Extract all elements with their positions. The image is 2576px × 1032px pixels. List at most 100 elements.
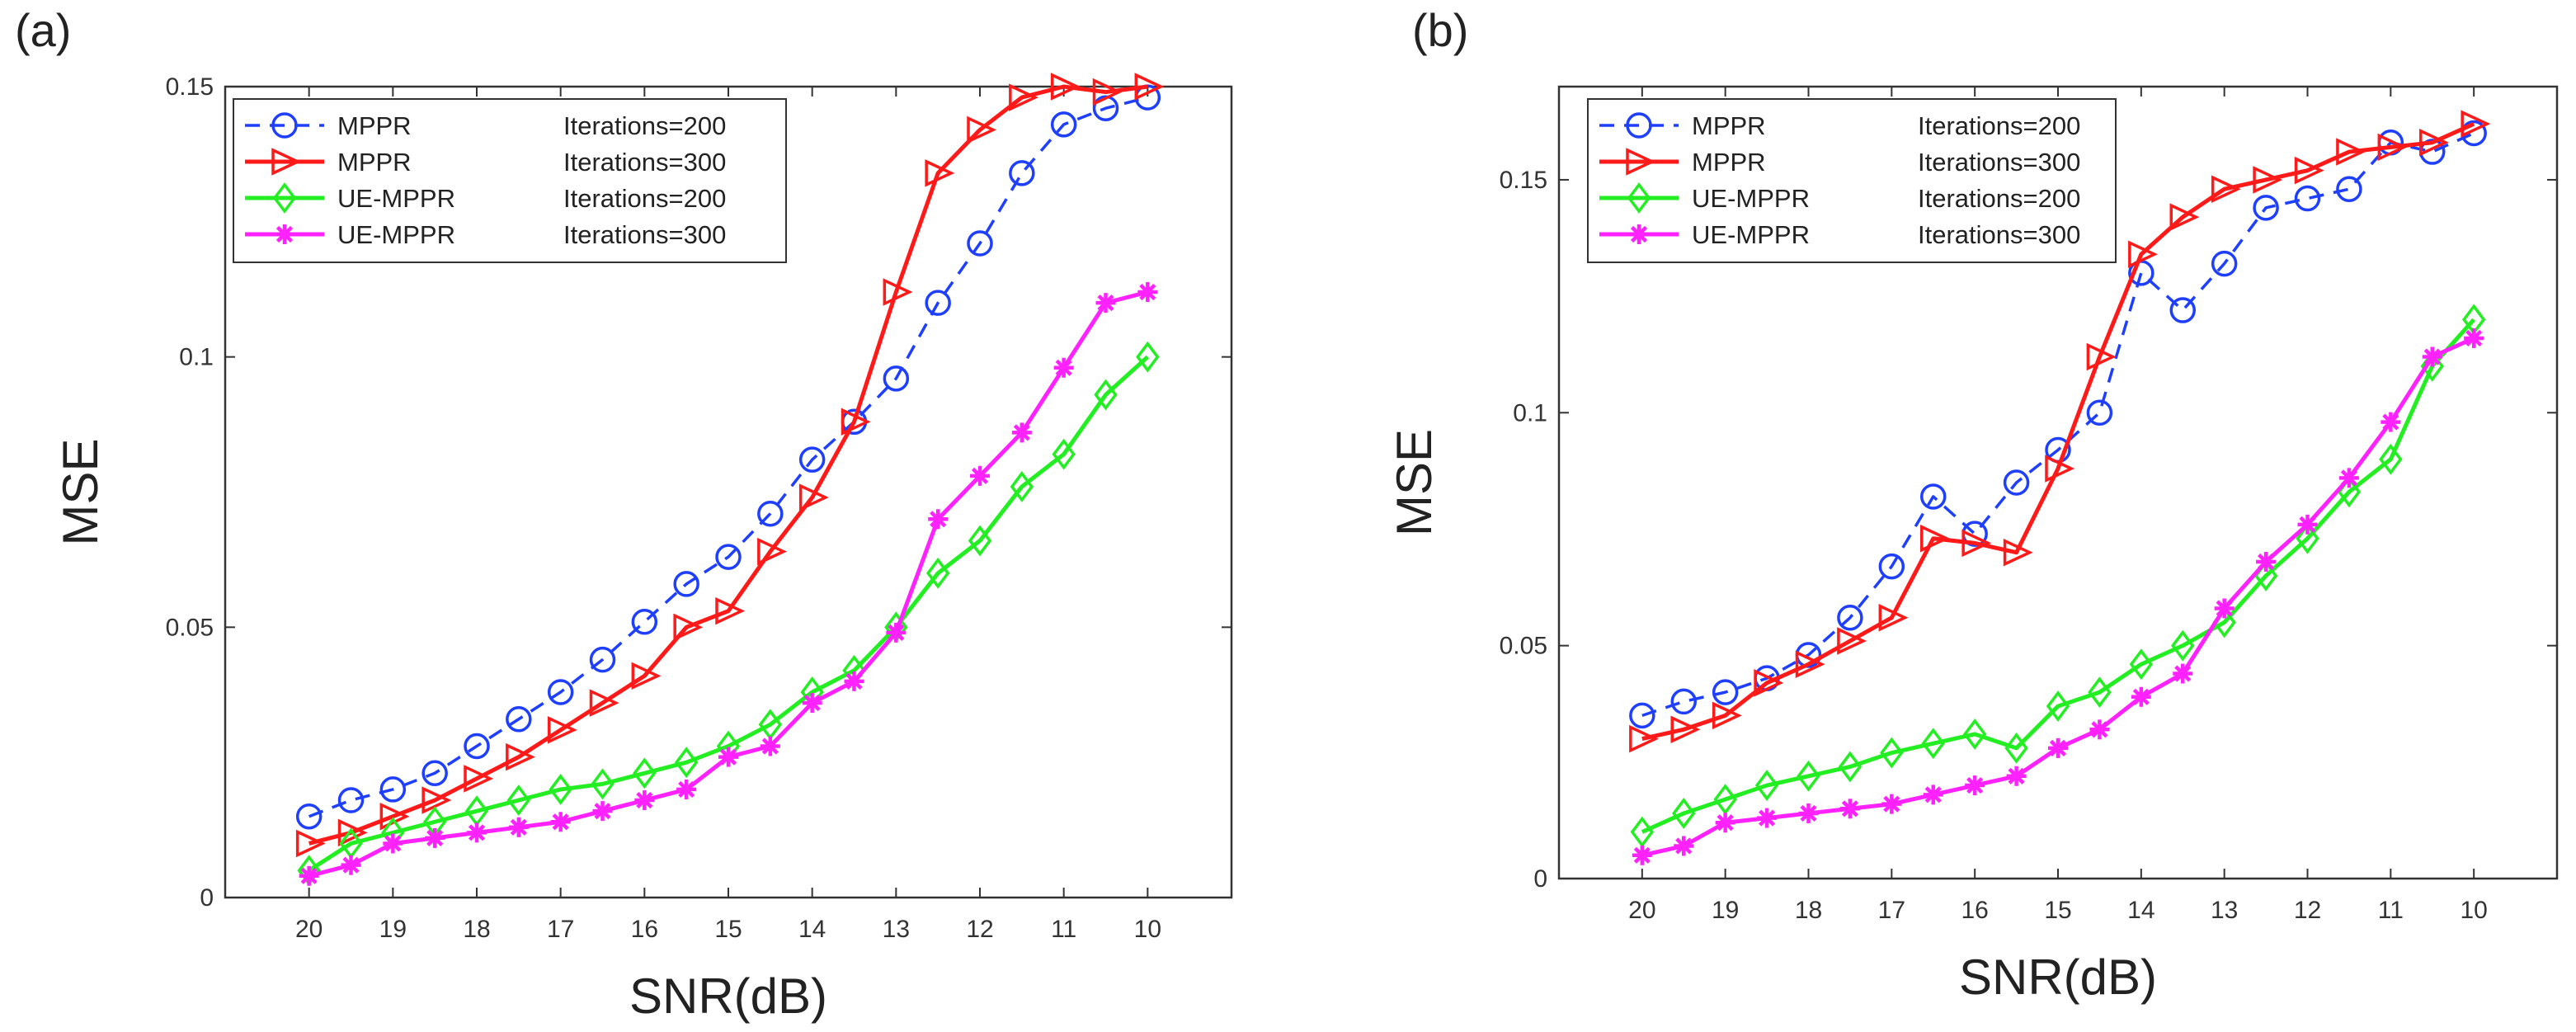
data-point xyxy=(1053,357,1074,378)
data-point xyxy=(337,818,368,847)
legend-iterations-label: Iterations=200 xyxy=(1918,184,2080,213)
legend-marker xyxy=(271,148,302,176)
data-point xyxy=(1094,379,1118,411)
legend-iterations-label: Iterations=300 xyxy=(563,220,726,249)
data-point xyxy=(2089,719,2110,740)
data-point xyxy=(802,693,822,714)
data-point xyxy=(967,115,997,144)
star-marker-stroke xyxy=(636,791,653,809)
data-point xyxy=(1754,669,1784,697)
data-point xyxy=(1798,803,1819,823)
star-marker-stroke xyxy=(2423,348,2441,365)
x-tick-label: 17 xyxy=(547,916,574,943)
data-point xyxy=(2086,399,2113,426)
legend-marker xyxy=(1626,148,1656,176)
star-marker-stroke xyxy=(1055,359,1072,376)
y-tick-label: 0.1 xyxy=(179,344,214,371)
data-point xyxy=(467,822,487,843)
data-point xyxy=(1837,605,1863,631)
x-tick-label: 11 xyxy=(1051,916,1076,943)
data-point xyxy=(673,613,704,642)
data-point xyxy=(2461,110,2491,138)
star-marker-stroke xyxy=(971,467,989,484)
data-point xyxy=(757,500,784,527)
data-point xyxy=(1878,604,1909,632)
data-point xyxy=(295,803,323,830)
data-point xyxy=(589,646,616,673)
star-marker-stroke xyxy=(1759,809,1776,827)
star-marker-stroke xyxy=(1717,814,1734,832)
series-line xyxy=(1641,121,2475,742)
data-point xyxy=(674,747,699,779)
star-marker-stroke xyxy=(552,813,569,831)
data-point xyxy=(2211,250,2238,277)
data-point xyxy=(1670,688,1697,715)
data-point xyxy=(2214,598,2235,619)
data-point xyxy=(1011,422,1032,443)
series-ue-mppr-iterations-300 xyxy=(299,282,1158,886)
star-marker-stroke xyxy=(1966,776,1984,794)
data-point xyxy=(883,278,913,306)
x-tick-label: 17 xyxy=(1878,897,1905,924)
data-point xyxy=(798,446,826,473)
data-point xyxy=(1965,775,1985,796)
data-point xyxy=(1095,293,1116,313)
x-tick-label: 14 xyxy=(2127,897,2155,924)
series-line xyxy=(1641,318,2476,834)
legend-entry: UE-MPPR Iterations=200 xyxy=(1599,182,2080,214)
legend-iterations-label: Iterations=200 xyxy=(1918,111,2080,140)
legend-method-label: MPPR xyxy=(1692,148,1766,177)
data-point xyxy=(2004,732,2028,764)
star-marker-stroke xyxy=(719,748,737,766)
y-axis-title: MSE xyxy=(53,438,108,545)
x-axis-title: SNR(dB) xyxy=(1959,950,2157,1005)
star-marker-stroke xyxy=(468,824,486,841)
legend-marker xyxy=(272,182,297,214)
data-point xyxy=(633,757,657,789)
data-point xyxy=(1838,751,1863,783)
data-point xyxy=(2086,342,2117,371)
star-marker-stroke xyxy=(384,835,402,852)
data-point xyxy=(299,865,319,886)
data-point xyxy=(591,768,615,800)
series-line xyxy=(1641,131,2475,718)
data-point xyxy=(1052,438,1076,470)
series-mppr-iterations-300 xyxy=(1629,110,2491,753)
x-tick-label: 15 xyxy=(2044,897,2071,924)
legend-iterations-label: Iterations=300 xyxy=(563,148,726,177)
star-marker-stroke xyxy=(888,624,905,641)
data-point xyxy=(1632,845,1652,865)
data-point xyxy=(1920,525,1950,553)
x-tick-label: 19 xyxy=(1712,897,1739,924)
legend-iterations-label: Iterations=200 xyxy=(563,111,726,140)
series-line xyxy=(308,84,1148,846)
data-point xyxy=(549,774,572,805)
data-point xyxy=(1923,785,1943,805)
data-point xyxy=(506,742,535,771)
panel-b-label: (b) xyxy=(1412,4,1469,56)
data-point xyxy=(2045,455,2075,483)
legend-marker xyxy=(275,224,294,244)
star-marker-stroke xyxy=(1630,225,1648,243)
y-tick-label: 0.15 xyxy=(1500,167,1547,194)
data-point xyxy=(383,833,403,854)
x-tick-label: 14 xyxy=(798,916,826,943)
data-point xyxy=(673,571,699,597)
data-point xyxy=(2006,766,2027,786)
data-point xyxy=(1880,737,1904,769)
data-point xyxy=(2169,297,2196,323)
star-marker-stroke xyxy=(1139,283,1156,301)
data-point xyxy=(1878,553,1905,580)
star-marker-stroke xyxy=(594,803,611,820)
data-point xyxy=(968,525,992,557)
y-tick-label: 0.1 xyxy=(1513,399,1547,426)
legend-method-label: UE-MPPR xyxy=(1692,184,1810,213)
x-tick-label: 16 xyxy=(1961,897,1988,924)
data-point xyxy=(2131,686,2151,707)
legend-entry: UE-MPPR Iterations=200 xyxy=(245,182,726,214)
star-marker-stroke xyxy=(2091,721,2108,738)
legend-marker xyxy=(271,112,298,139)
legend-marker xyxy=(1629,224,1649,244)
data-point xyxy=(506,785,531,816)
